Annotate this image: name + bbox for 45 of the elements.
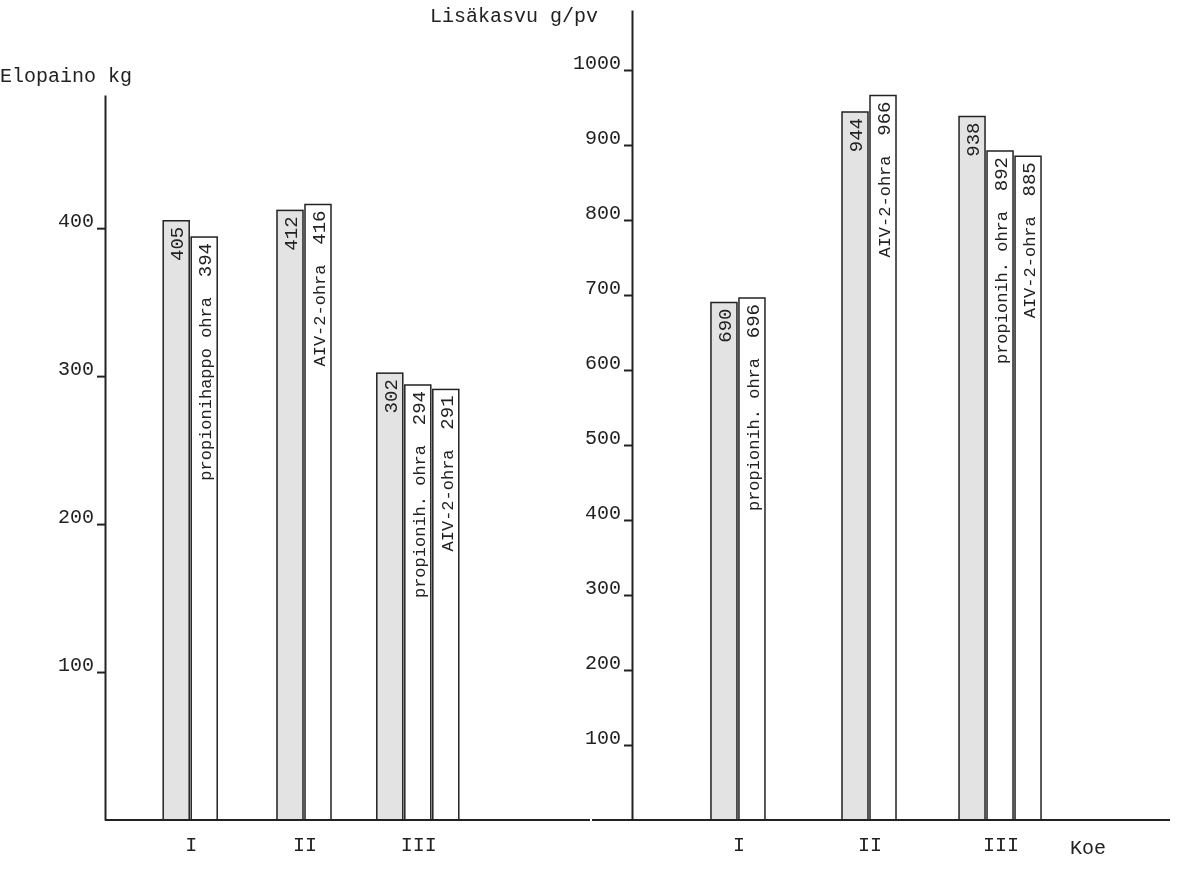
data-label: 944 [846, 118, 868, 153]
series-label: propionihappo ohra [197, 297, 217, 481]
y-tick-label: 900 [584, 126, 621, 150]
text: AIV-2-ohra [1021, 216, 1041, 319]
x-tick-label: III [400, 834, 437, 857]
data-label: 302 [380, 379, 403, 414]
y-tick-label: 1000 [572, 51, 621, 75]
x-tick-label: III [983, 834, 1020, 857]
x-tick-label: I [185, 834, 198, 857]
y-tick-label: 400 [584, 501, 621, 525]
data-label: 885 [1019, 162, 1042, 197]
y-tick-label: 400 [57, 209, 94, 233]
text: AIV-2-ohra [438, 449, 458, 552]
data-label: 696 [742, 304, 765, 339]
data-label: 938 [963, 122, 986, 157]
x-axis-title: Koe [1070, 837, 1107, 860]
y-tick-label: 100 [57, 653, 94, 677]
series-label: AIV-2-ohra [876, 155, 895, 258]
data-label: 416 [309, 210, 331, 245]
y-tick-label: 300 [584, 576, 621, 600]
x-tick-label: II [292, 834, 318, 857]
y-tick-label: 200 [584, 651, 621, 675]
data-label: 294 [408, 391, 431, 426]
x-tick-label: I [732, 834, 745, 857]
y-tick-label: 100 [584, 726, 621, 750]
y-axis-title: Lisäkasvu g/pv [430, 5, 599, 28]
data-label: 966 [874, 101, 896, 136]
series-label: AIV-2-ohra [311, 264, 330, 367]
data-label: 405 [167, 226, 190, 261]
data-label: 690 [714, 308, 737, 343]
y-tick-label: 700 [584, 276, 621, 300]
y-tick-label: 300 [57, 357, 94, 381]
y-tick-label: 500 [584, 426, 621, 450]
data-label: 412 [281, 216, 303, 251]
y-tick-label: 200 [57, 505, 94, 529]
data-label: 892 [991, 157, 1014, 192]
text: propionih. ohra [993, 211, 1013, 365]
y-axis-title: Elopaino kg [0, 65, 133, 88]
data-label: 394 [195, 243, 218, 278]
series-label: propionih. ohra [744, 358, 764, 512]
data-label: 291 [436, 395, 459, 430]
x-tick-label: II [857, 834, 883, 857]
y-tick-label: 800 [584, 201, 621, 225]
series-label: propionih. ohra [410, 445, 430, 599]
y-tick-label: 600 [584, 351, 621, 375]
